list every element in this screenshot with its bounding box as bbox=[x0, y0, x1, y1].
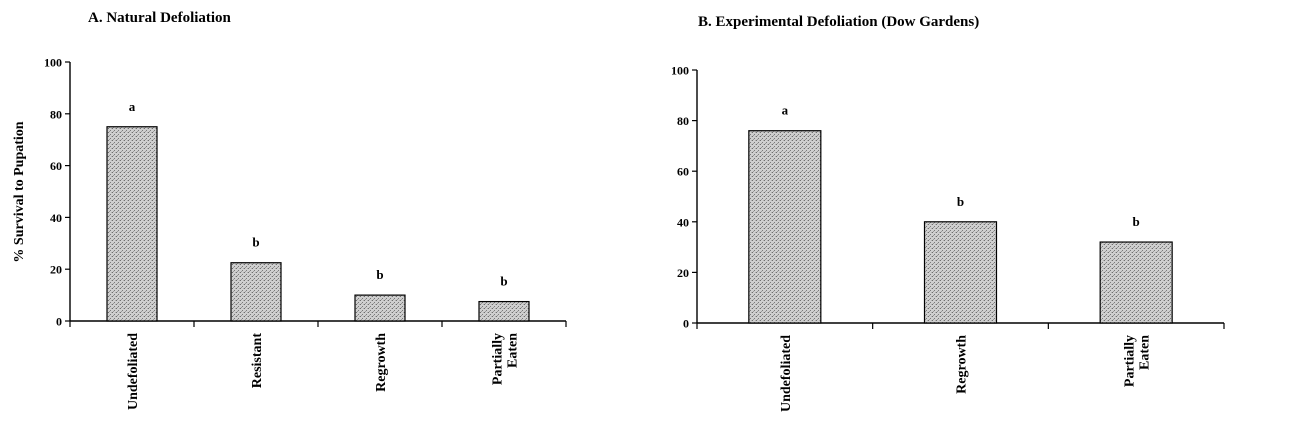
bar bbox=[748, 130, 822, 324]
category-label-line: Undefoliated bbox=[779, 335, 794, 412]
panel-b-title: B. Experimental Defoliation (Dow Gardens… bbox=[698, 14, 979, 30]
y-tick-label: 100 bbox=[671, 64, 689, 78]
y-tick-label: 40 bbox=[50, 211, 62, 225]
y-tick-label: 0 bbox=[683, 317, 689, 331]
bar bbox=[354, 294, 406, 322]
category-label: Regrowth bbox=[955, 335, 970, 394]
significance-label: a bbox=[129, 99, 136, 114]
category-label-line: Regrowth bbox=[955, 335, 970, 394]
y-tick-label: 20 bbox=[50, 263, 62, 277]
bar bbox=[923, 221, 998, 324]
category-label-line: Resistant bbox=[250, 333, 265, 389]
panel-b: B. Experimental Defoliation (Dow Gardens… bbox=[671, 14, 1225, 412]
category-label-line: Undefoliated bbox=[126, 333, 141, 410]
panel-a: A. Natural Defoliation % Survival to Pup… bbox=[12, 10, 567, 410]
category-label-line: Regrowth bbox=[374, 333, 389, 392]
category-label: Undefoliated bbox=[126, 333, 141, 410]
bar bbox=[106, 126, 158, 322]
category-label: Resistant bbox=[250, 333, 265, 389]
bar bbox=[230, 262, 282, 322]
category-label-line: Eaten bbox=[506, 333, 521, 368]
significance-label: b bbox=[252, 235, 259, 250]
bar bbox=[478, 300, 530, 322]
y-tick-label: 20 bbox=[677, 266, 689, 280]
panel-b-plot: 0 20 40 60 80 100 a Undefoliated b Regrowth b Parti… bbox=[671, 64, 1225, 412]
y-tick-label: 100 bbox=[44, 56, 62, 70]
panel-a-ylabel: % Survival to Pupation bbox=[12, 121, 27, 262]
panel-a-plot: 0 20 40 60 80 100 a Undefoliated b Resistant b Regr… bbox=[44, 56, 567, 410]
y-tick-label: 80 bbox=[677, 114, 689, 128]
category-label: Undefoliated bbox=[779, 335, 794, 412]
y-tick-label: 40 bbox=[677, 215, 689, 229]
y-tick-label: 80 bbox=[50, 107, 62, 121]
significance-label: b bbox=[500, 274, 507, 289]
significance-label: b bbox=[957, 194, 964, 209]
category-label: PartiallyEaten bbox=[1123, 335, 1153, 387]
significance-label: b bbox=[1133, 214, 1140, 229]
significance-label: b bbox=[376, 267, 383, 282]
category-label-line: Partially bbox=[1123, 335, 1138, 387]
category-label: PartiallyEaten bbox=[491, 333, 521, 385]
bar bbox=[1099, 241, 1173, 324]
y-tick-label: 60 bbox=[677, 165, 689, 179]
category-label: Regrowth bbox=[374, 333, 389, 392]
significance-label: a bbox=[782, 103, 789, 118]
y-tick-label: 0 bbox=[56, 315, 62, 329]
y-tick-label: 60 bbox=[50, 159, 62, 173]
panel-a-title: A. Natural Defoliation bbox=[88, 10, 232, 26]
category-label-line: Partially bbox=[491, 333, 506, 385]
category-label-line: Eaten bbox=[1138, 335, 1153, 370]
